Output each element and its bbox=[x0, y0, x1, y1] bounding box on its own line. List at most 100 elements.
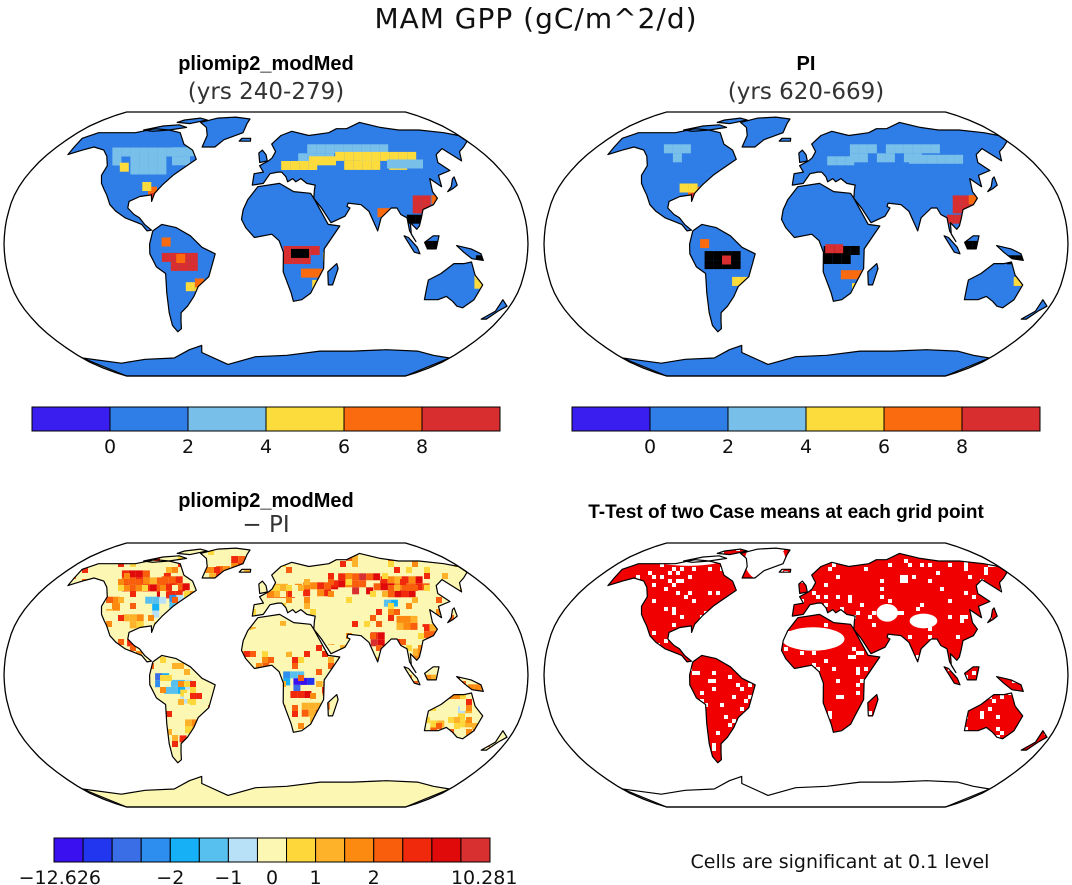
colorbar-swatch bbox=[111, 837, 142, 863]
coastline-newZealand bbox=[480, 730, 508, 751]
colorbar-swatch bbox=[187, 406, 267, 432]
colorbar-difference: −12.626 −2 −1 0 1 2 10.281 bbox=[19, 837, 517, 885]
map-panel-ttest bbox=[543, 542, 1069, 808]
colorbar-swatch bbox=[883, 406, 963, 432]
colorbar-tick-label: 1 bbox=[310, 867, 322, 885]
colorbar-swatch bbox=[286, 837, 317, 863]
coastline-greenland bbox=[200, 116, 251, 148]
coastline-madagascar bbox=[867, 693, 879, 717]
colorbar-tick-label: 8 bbox=[416, 436, 428, 458]
coastline-arctic1 bbox=[683, 555, 728, 563]
colorbar-tick-label: 6 bbox=[338, 436, 350, 458]
coastline-australia bbox=[423, 261, 484, 309]
coastline-madagascar bbox=[867, 263, 879, 286]
colorbar-swatch bbox=[53, 837, 84, 863]
coastline-northAmerica bbox=[607, 128, 737, 232]
coastline-arctic2 bbox=[176, 117, 208, 125]
panel-tl-title: pliomip2_modMed bbox=[178, 53, 354, 75]
coastline-newGuinea bbox=[456, 675, 484, 693]
panel-br-title: T-Test of two Case means at each grid po… bbox=[588, 502, 984, 523]
coastline-southAmerica bbox=[149, 223, 216, 333]
coastline-borneo bbox=[963, 235, 980, 250]
colorbar-tick-label: −12.626 bbox=[19, 867, 101, 885]
coastline-newZealand bbox=[1020, 299, 1048, 320]
colorbar-pliomip2: 0 2 4 6 8 bbox=[31, 406, 501, 458]
coastline-japan bbox=[447, 607, 458, 624]
panel-tl-subtitle: (yrs 240-279) bbox=[188, 79, 344, 105]
coastline-japan bbox=[987, 176, 998, 193]
colorbar-tick-label: 0 bbox=[644, 436, 656, 458]
colorbar-swatch bbox=[343, 406, 423, 432]
colorbar-tick-label: 2 bbox=[182, 436, 194, 458]
colorbar-swatch bbox=[82, 837, 113, 863]
coastline-britain bbox=[798, 580, 808, 595]
coastline-japan bbox=[987, 607, 998, 624]
colorbar-tick-label: 6 bbox=[878, 436, 890, 458]
coastline-northAmerica bbox=[607, 559, 737, 663]
colorbar-tick-label: 10.281 bbox=[451, 867, 517, 885]
coastline-northAmerica bbox=[67, 559, 197, 663]
coastline-africa bbox=[240, 182, 341, 302]
globe-outline bbox=[543, 542, 1069, 808]
coastline-newGuinea bbox=[456, 245, 484, 261]
figure-title: MAM GPP (gC/m^2/d) bbox=[374, 2, 697, 35]
coastline-eurasia bbox=[791, 121, 1008, 243]
colorbar-swatch bbox=[315, 837, 346, 863]
colorbar-swatch bbox=[227, 837, 258, 863]
colorbar-tick-label: 2 bbox=[722, 436, 734, 458]
coastline-africa bbox=[240, 613, 341, 733]
map-panel-difference bbox=[3, 542, 529, 808]
coastline-iceland bbox=[238, 137, 252, 142]
coastline-borneo bbox=[424, 235, 440, 250]
colorbar-tick-label: 2 bbox=[368, 867, 380, 885]
coastline-sumatra bbox=[403, 235, 421, 255]
colorbar-swatch bbox=[961, 406, 1041, 432]
colorbar-swatch bbox=[198, 837, 229, 863]
colorbar-swatch bbox=[140, 837, 171, 863]
colorbar-swatch bbox=[571, 406, 651, 432]
coastline-arctic2 bbox=[176, 548, 208, 556]
coastline-newGuinea bbox=[995, 245, 1024, 261]
coastline-eurasia bbox=[251, 121, 468, 243]
significance-note: Cells are significant at 0.1 level bbox=[691, 851, 990, 873]
map-panel-pliomip2 bbox=[3, 111, 529, 377]
coastline-iceland bbox=[778, 137, 792, 142]
coastline-arctic2 bbox=[716, 117, 748, 125]
coastline-britain bbox=[798, 149, 808, 164]
coastline-eurasia bbox=[791, 552, 1008, 674]
coastline-southAmerica bbox=[149, 654, 216, 764]
colorbar-swatch bbox=[373, 837, 404, 863]
colorbar-tick-label: 0 bbox=[266, 867, 278, 885]
coastline-borneo bbox=[963, 666, 980, 681]
coastline-northAmerica bbox=[67, 128, 197, 232]
coastline-arctic1 bbox=[143, 124, 188, 132]
colorbar-tick-label: 4 bbox=[260, 436, 272, 458]
colorbar-swatch bbox=[402, 837, 433, 863]
colorbar-tick-label: 4 bbox=[800, 436, 812, 458]
coastline-arctic1 bbox=[683, 124, 728, 132]
coastline-newZealand bbox=[480, 299, 508, 320]
colorbar-swatch bbox=[727, 406, 807, 432]
coastline-iceland bbox=[778, 568, 792, 573]
coastline-sumatra bbox=[943, 666, 961, 686]
colorbar-swatch bbox=[265, 406, 345, 432]
colorbar-swatch bbox=[256, 837, 288, 863]
colorbar-tick-label: −2 bbox=[156, 867, 184, 885]
coastline-africa bbox=[780, 182, 881, 302]
coastline-newGuinea bbox=[995, 675, 1024, 693]
coastline-australia bbox=[963, 261, 1024, 309]
colorbar-swatch bbox=[460, 837, 491, 863]
colorbar-pi: 0 2 4 6 8 bbox=[571, 406, 1041, 458]
coastline-australia bbox=[963, 692, 1024, 740]
coastline-newZealand bbox=[1020, 730, 1048, 751]
colorbar-tick-label: 0 bbox=[104, 436, 116, 458]
coastline-australia bbox=[423, 692, 484, 740]
panel-tr-subtitle: (yrs 620-669) bbox=[728, 79, 884, 105]
globe-outline bbox=[3, 542, 529, 808]
colorbar-swatch bbox=[431, 837, 462, 863]
colorbar-swatch bbox=[169, 837, 200, 863]
colorbar-swatch bbox=[31, 406, 111, 432]
coastline-madagascar bbox=[327, 263, 339, 286]
coastline-africa bbox=[780, 613, 881, 733]
